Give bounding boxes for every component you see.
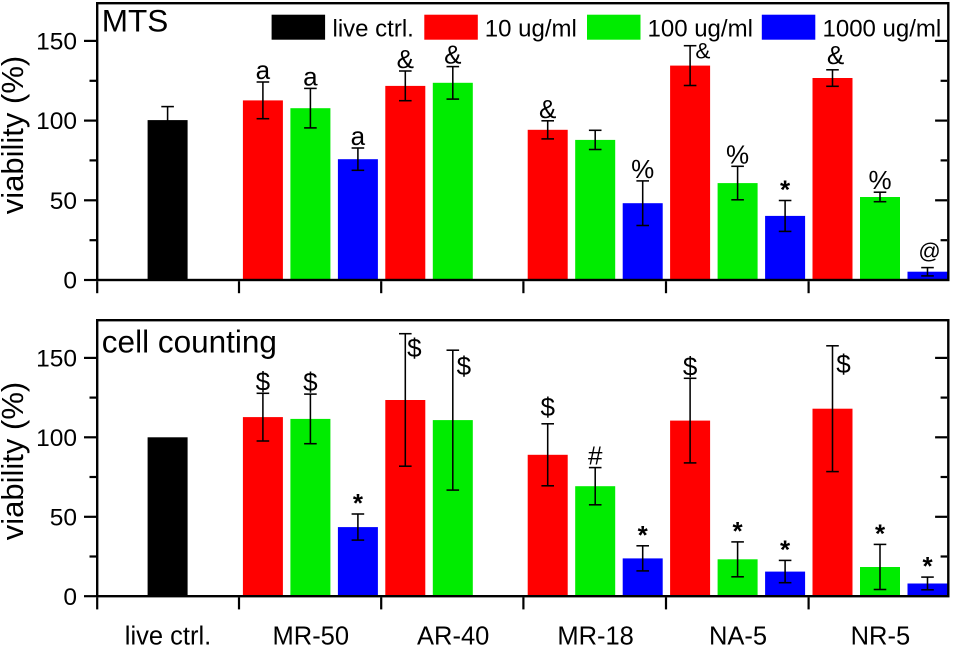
svg-text:$: $ — [683, 351, 698, 381]
svg-text:100 ug/ml: 100 ug/ml — [648, 15, 753, 42]
svg-text:live ctrl.: live ctrl. — [125, 623, 211, 646]
svg-text:50: 50 — [50, 504, 77, 531]
svg-text:0: 0 — [63, 268, 77, 295]
svg-text:&: & — [695, 39, 710, 64]
svg-text:AR-40: AR-40 — [417, 623, 489, 646]
svg-text:$: $ — [457, 351, 472, 381]
svg-text:150: 150 — [36, 29, 77, 56]
svg-text:MR-50: MR-50 — [273, 623, 350, 646]
svg-text:viability (%): viability (%) — [0, 382, 30, 540]
svg-text:a: a — [351, 121, 366, 151]
svg-text:MR-18: MR-18 — [557, 623, 634, 646]
svg-text:&: & — [444, 40, 461, 70]
svg-text:*: * — [922, 551, 933, 581]
svg-text:*: * — [780, 175, 791, 205]
svg-text:%: % — [631, 154, 654, 184]
svg-text:cell counting: cell counting — [102, 324, 277, 360]
svg-text:100: 100 — [36, 108, 77, 135]
svg-text:&: & — [539, 94, 556, 124]
svg-text:MTS: MTS — [102, 3, 169, 39]
svg-text:$: $ — [836, 349, 851, 379]
svg-text:100: 100 — [36, 425, 77, 452]
svg-text:%: % — [726, 139, 749, 169]
svg-text:@: @ — [918, 239, 940, 264]
svg-text:a: a — [256, 55, 271, 85]
svg-text:*: * — [780, 534, 791, 564]
svg-text:0: 0 — [63, 584, 77, 611]
svg-text:&: & — [827, 40, 844, 70]
svg-text:$: $ — [407, 333, 422, 363]
svg-text:150: 150 — [36, 346, 77, 373]
svg-text:viability (%): viability (%) — [0, 56, 30, 214]
svg-text:live ctrl.: live ctrl. — [333, 15, 414, 42]
svg-text:50: 50 — [50, 188, 77, 215]
svg-text:a: a — [303, 61, 318, 91]
svg-text:*: * — [353, 488, 364, 518]
svg-text:NR-5: NR-5 — [851, 623, 911, 646]
svg-text:#: # — [588, 441, 603, 471]
svg-text:1000 ug/ml: 1000 ug/ml — [823, 15, 942, 42]
svg-text:*: * — [875, 518, 886, 548]
svg-text:*: * — [638, 520, 649, 550]
svg-text:&: & — [397, 44, 414, 74]
svg-text:$: $ — [256, 366, 271, 396]
svg-text:10 ug/ml: 10 ug/ml — [485, 15, 577, 42]
svg-text:%: % — [868, 165, 891, 195]
svg-text:*: * — [733, 516, 744, 546]
svg-text:$: $ — [303, 367, 318, 397]
svg-text:$: $ — [540, 392, 555, 422]
svg-text:NA-5: NA-5 — [709, 623, 767, 646]
